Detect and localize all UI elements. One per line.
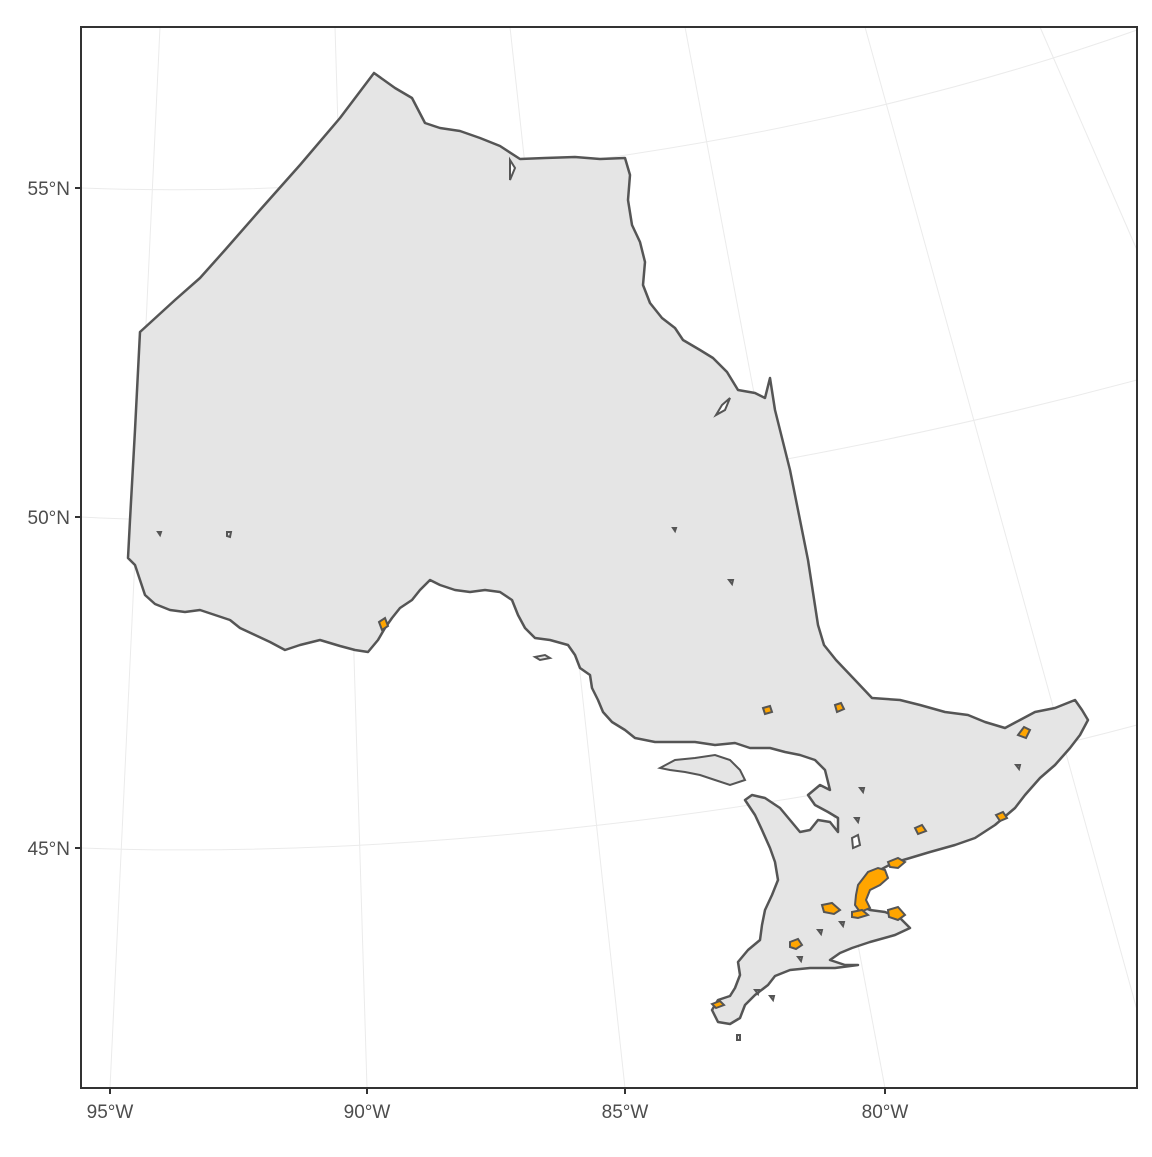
island-small-k [838, 921, 846, 929]
highlight-toronto-gta [853, 866, 890, 914]
lake-small-1 [713, 397, 731, 418]
highlight-niagara [886, 905, 907, 922]
lake-simcoe [850, 833, 862, 850]
highlight-windsor [710, 999, 726, 1010]
ontario-province [126, 71, 1090, 1026]
y-label-45n: 45°N [28, 839, 70, 860]
highlight-hamilton [851, 908, 871, 920]
highlight-london [789, 937, 804, 951]
highlight-oshawa [886, 856, 907, 870]
island-lake-superior [532, 653, 553, 662]
island-small-e [753, 989, 761, 997]
highlighted-areas [377, 616, 1032, 1010]
island-small-d [727, 579, 735, 587]
highlight-ottawa [1016, 725, 1032, 740]
manitoulin-island [657, 753, 747, 787]
island-small-c [671, 527, 678, 534]
island-small-a [156, 531, 163, 538]
island-small-l [1014, 764, 1022, 772]
x-label-95w: 95°W [87, 1102, 134, 1123]
island-small-f [768, 995, 776, 1003]
y-label-55n: 55°N [28, 179, 70, 200]
x-axis-ticks [109, 1088, 886, 1094]
x-label-85w: 85°W [602, 1102, 649, 1123]
graticule-meridian-75w [864, 26, 1138, 1011]
islands [156, 527, 1022, 1041]
island-small-b [226, 531, 233, 539]
highlight-barrie [833, 701, 846, 714]
island-small-i [858, 787, 866, 795]
y-label-50n: 50°N [28, 508, 70, 529]
island-erie [736, 1034, 741, 1041]
lakes [509, 156, 862, 850]
lake-nipigon-area [509, 156, 517, 181]
island-small-j [816, 929, 824, 937]
y-axis-ticks [75, 187, 81, 849]
island-small-h [853, 817, 861, 825]
highlight-thunder-bay [377, 616, 390, 632]
x-label-90w: 90°W [344, 1102, 391, 1123]
x-label-80w: 80°W [862, 1102, 909, 1123]
highlight-peterborough [913, 823, 928, 836]
graticule-meridian-70w [1039, 26, 1138, 251]
highlight-kingston [994, 810, 1009, 823]
highlight-kitchener-waterloo [820, 901, 842, 916]
highlight-sudbury [761, 704, 774, 716]
island-small-g [796, 956, 804, 964]
panel-border [80, 26, 1138, 1089]
